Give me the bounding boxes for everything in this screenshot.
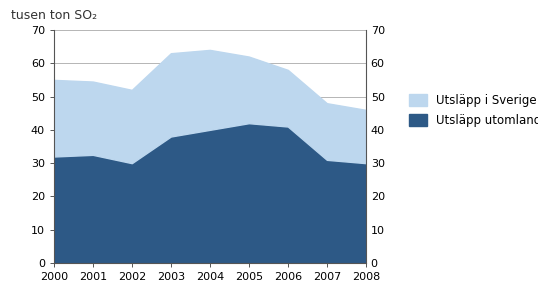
Legend: Utsläpp i Sverige, Utsläpp utomlands: Utsläpp i Sverige, Utsläpp utomlands — [409, 94, 538, 127]
Text: tusen ton SO₂: tusen ton SO₂ — [11, 9, 97, 22]
